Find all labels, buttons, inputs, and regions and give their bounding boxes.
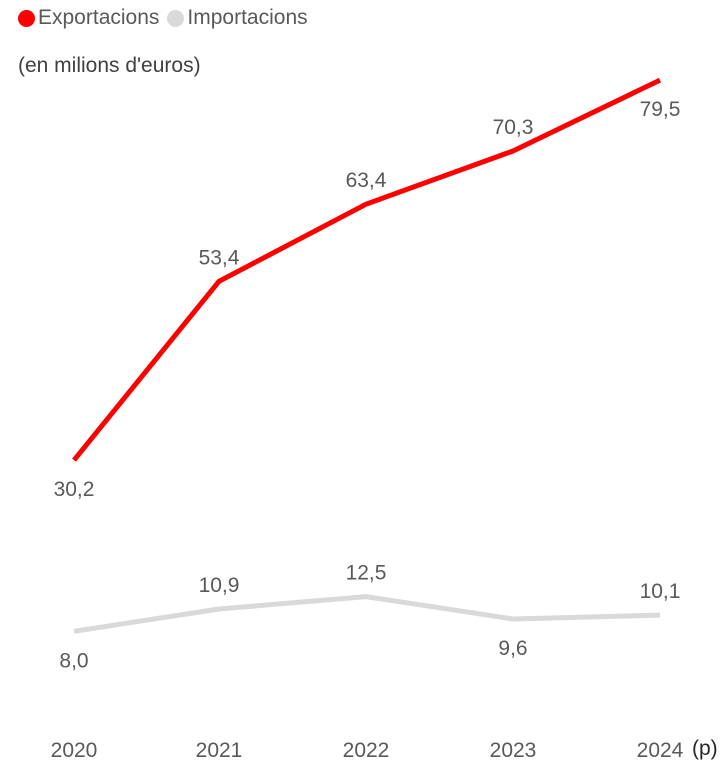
legend-label-importacions: Importacions [187,6,308,29]
data-label-importacions-2020: 8,0 [59,649,88,672]
x-tick-label-2024: 2024 [637,739,684,761]
x-axis-provisional-note: (p) [692,737,718,760]
legend-swatch-exportacions [18,9,35,27]
legend-item-importacions: Importacions [167,6,308,30]
x-tick-label-2021: 2021 [196,739,243,761]
data-label-exportacions-2021: 53,4 [199,246,240,269]
legend-item-exportacions: Exportacions [18,6,159,30]
data-label-importacions-2024: 10,1 [640,580,681,603]
data-label-exportacions-2024: 79,5 [640,98,681,121]
legend-swatch-importacions [167,9,185,27]
series-line-importacions [73,594,661,634]
data-label-importacions-2021: 10,9 [199,574,240,597]
x-tick-label-2023: 2023 [490,739,537,761]
legend-label-exportacions: Exportacions [38,6,160,29]
legend: Exportacions Importacions [18,6,316,30]
data-label-exportacions-2022: 63,4 [346,169,387,192]
data-label-exportacions-2020: 30,2 [54,478,95,501]
data-label-importacions-2023: 9,6 [498,637,527,660]
x-tick-label-2022: 2022 [343,739,390,761]
series-line-exportacions [72,77,662,462]
chart-subtitle: (en milions d'euros) [18,54,201,77]
data-label-exportacions-2023: 70,3 [493,116,534,139]
x-tick-label-2020: 2020 [51,739,98,761]
data-label-importacions-2022: 12,5 [346,562,387,585]
